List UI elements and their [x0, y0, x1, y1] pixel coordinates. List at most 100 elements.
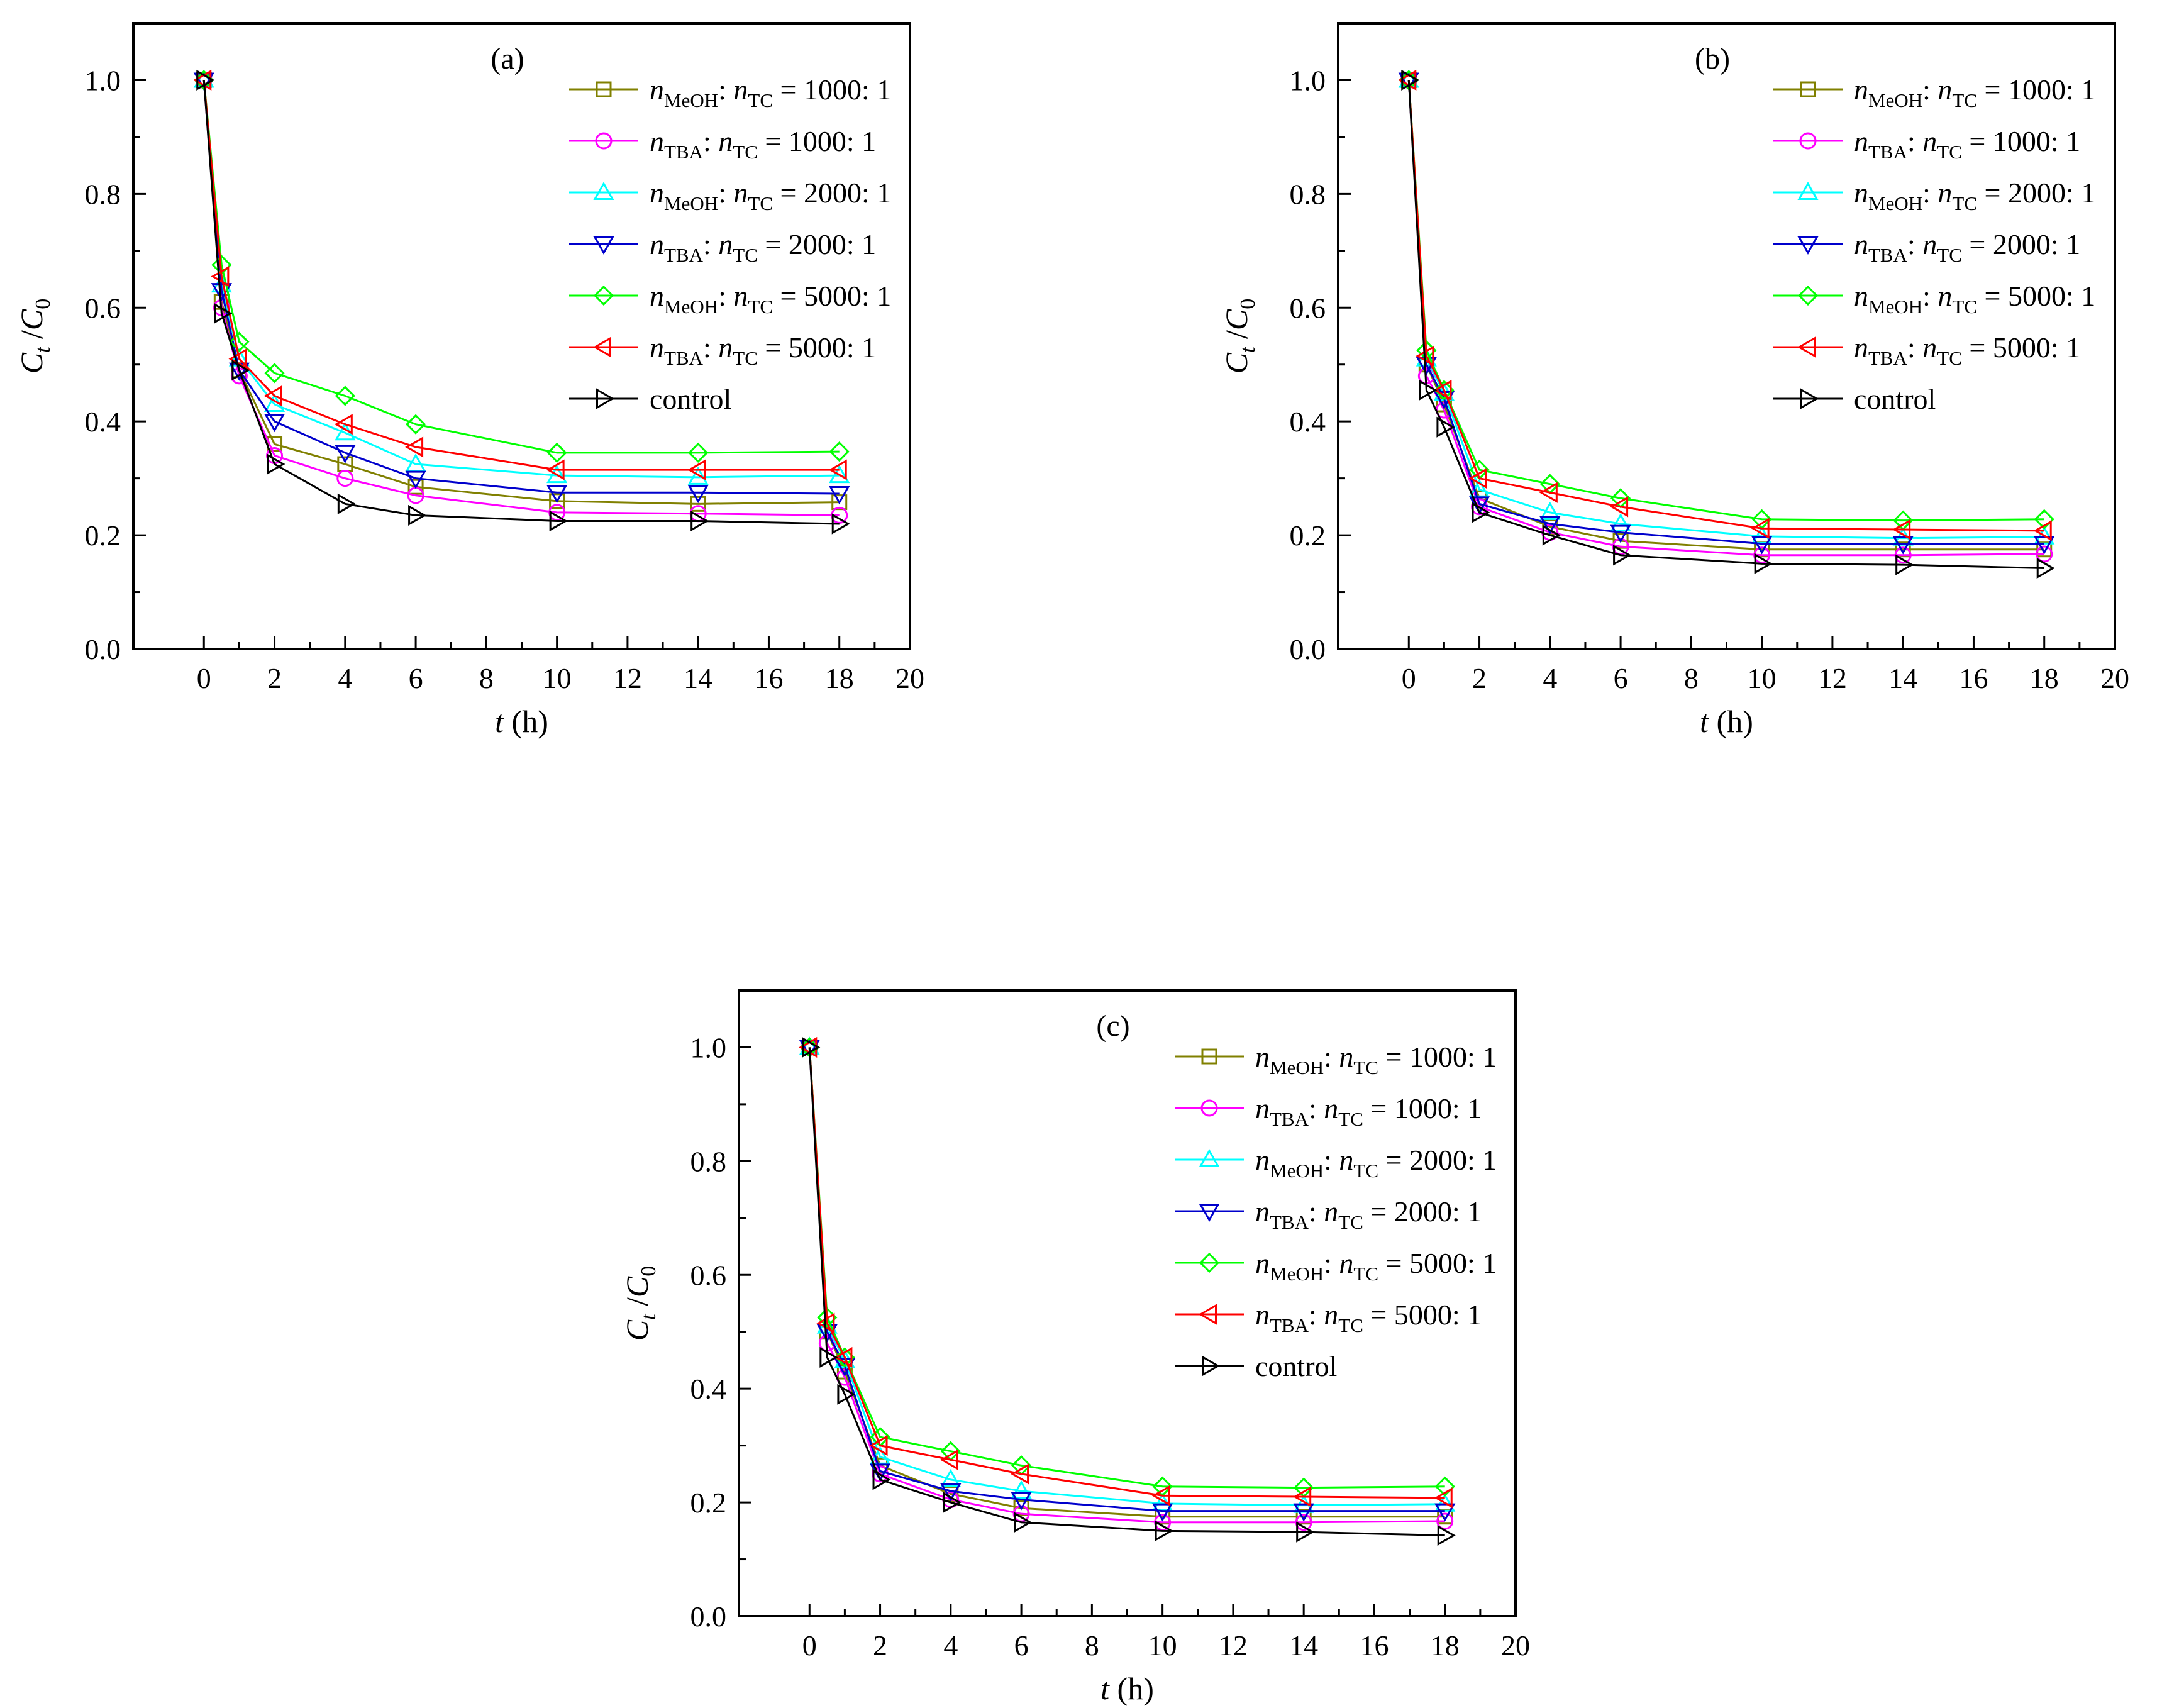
data-point [1613, 545, 1632, 566]
data-point [193, 69, 212, 91]
data-point [1434, 1476, 1455, 1497]
data-point [1612, 533, 1629, 549]
data-point [943, 1492, 962, 1513]
x-tick-label: 4 [338, 662, 352, 694]
data-point [546, 459, 565, 480]
data-point [1895, 554, 1914, 575]
data-point [1892, 536, 1914, 555]
data-point [2034, 536, 2055, 555]
data-point [1296, 1521, 1315, 1543]
panel-c: 0 2 4 6 8 10 12 14 16 18 20 0.0 0.2 0.4 0.6 0.8 1.0 t (h)… [619, 989, 1530, 1706]
y-tick-label: 0.6 [85, 292, 121, 324]
legend-marker [1797, 236, 1819, 255]
data-point [1539, 516, 1561, 535]
x-tick-label: 8 [479, 662, 494, 694]
y-tick-label: 0.0 [85, 633, 121, 665]
panel-label: (c) [1096, 1009, 1129, 1043]
x-axis-label: t (h) [495, 704, 548, 739]
y-tick-label: 0.2 [1290, 519, 1326, 552]
series-line [808, 1047, 1445, 1499]
data-point [1754, 553, 1773, 574]
x-tick-label: 18 [2030, 662, 2059, 694]
data-point [214, 302, 233, 324]
x-tick-label: 14 [684, 662, 712, 694]
x-tick-label: 12 [1219, 1629, 1248, 1661]
data-point [2036, 545, 2053, 563]
x-tick-label: 14 [1289, 1629, 1318, 1661]
series-line [1407, 80, 2044, 540]
data-point [1011, 1480, 1032, 1499]
series-line [202, 80, 840, 505]
legend-entry: nMeOH: nTC = 1000: 1 [1854, 74, 2095, 111]
data-point [799, 1040, 820, 1058]
data-point [688, 442, 709, 463]
legend-marker [1198, 1304, 1217, 1325]
x-tick-label: 12 [613, 662, 642, 694]
data-point [1892, 519, 1911, 540]
data-point [831, 494, 848, 511]
series-line [202, 80, 840, 525]
data-point [267, 453, 285, 475]
legend-entry: nMeOH: nTC = 2000: 1 [650, 177, 891, 214]
legend-entry: nMeOH: nTC = 2000: 1 [1255, 1144, 1497, 1182]
x-tick-label: 6 [409, 662, 423, 694]
x-tick-label: 16 [754, 662, 783, 694]
legend-marker [1202, 1355, 1221, 1377]
data-point [229, 331, 250, 352]
data-point [1468, 468, 1487, 489]
x-tick-label: 20 [1501, 1629, 1530, 1661]
data-point [802, 1036, 821, 1058]
y-tick-label: 0.8 [85, 178, 121, 210]
legend-entry: nMeOH: nTC = 1000: 1 [650, 74, 891, 111]
data-point [940, 1449, 958, 1470]
data-point [819, 1346, 838, 1368]
x-tick-label: 4 [1543, 662, 1557, 694]
data-point [1155, 1520, 1173, 1541]
data-point [837, 1384, 856, 1405]
legend-entry: nMeOH: nTC = 5000: 1 [1255, 1247, 1497, 1285]
y-tick-label: 0.6 [690, 1259, 727, 1291]
data-point [1419, 379, 1438, 401]
data-point [193, 72, 214, 91]
data-point [1610, 524, 1631, 543]
legend-marker [1799, 132, 1817, 150]
data-point [687, 485, 709, 504]
data-point [549, 510, 568, 532]
series-line [202, 80, 840, 495]
y-tick-label: 1.0 [1290, 64, 1326, 96]
y-tick-label: 0.4 [85, 406, 121, 438]
data-point [687, 466, 709, 485]
data-point [337, 493, 356, 514]
data-point [1398, 72, 1419, 91]
legend-marker [1797, 181, 1819, 200]
legend-marker [592, 336, 611, 358]
legend-entry: nTBA: nTC = 2000: 1 [1854, 228, 2080, 266]
y-tick-label: 0.8 [1290, 178, 1326, 210]
x-axis-label: t (h) [1100, 1671, 1154, 1706]
x-tick-label: 2 [267, 662, 282, 694]
x-tick-label: 6 [1014, 1629, 1029, 1661]
data-point [1895, 541, 1911, 558]
y-tick-label: 0.0 [690, 1600, 727, 1633]
legend-marker [1199, 1204, 1220, 1223]
data-point [405, 470, 426, 489]
x-tick-label: 12 [1818, 662, 1847, 694]
data-point [264, 363, 285, 384]
data-point [335, 445, 356, 463]
data-point [405, 414, 426, 435]
legend-marker [595, 132, 613, 150]
panel-a: 0 2 4 6 8 10 12 14 16 18 20 0.0 0.2 0.4 0.6 0.8 1.0 t (h)… [14, 22, 924, 739]
data-point [196, 69, 215, 91]
data-point [263, 385, 282, 407]
legend-entry: control [650, 383, 731, 415]
data-point [1433, 379, 1452, 401]
x-tick-label: 8 [1684, 662, 1699, 694]
x-tick-label: 20 [2100, 662, 2129, 694]
series-line [1407, 80, 2044, 532]
data-point [1151, 1485, 1170, 1506]
legend-marker [1200, 1099, 1218, 1117]
x-tick-label: 8 [1085, 1629, 1099, 1661]
series-line [1407, 80, 2044, 570]
x-tick-label: 0 [802, 1629, 817, 1661]
